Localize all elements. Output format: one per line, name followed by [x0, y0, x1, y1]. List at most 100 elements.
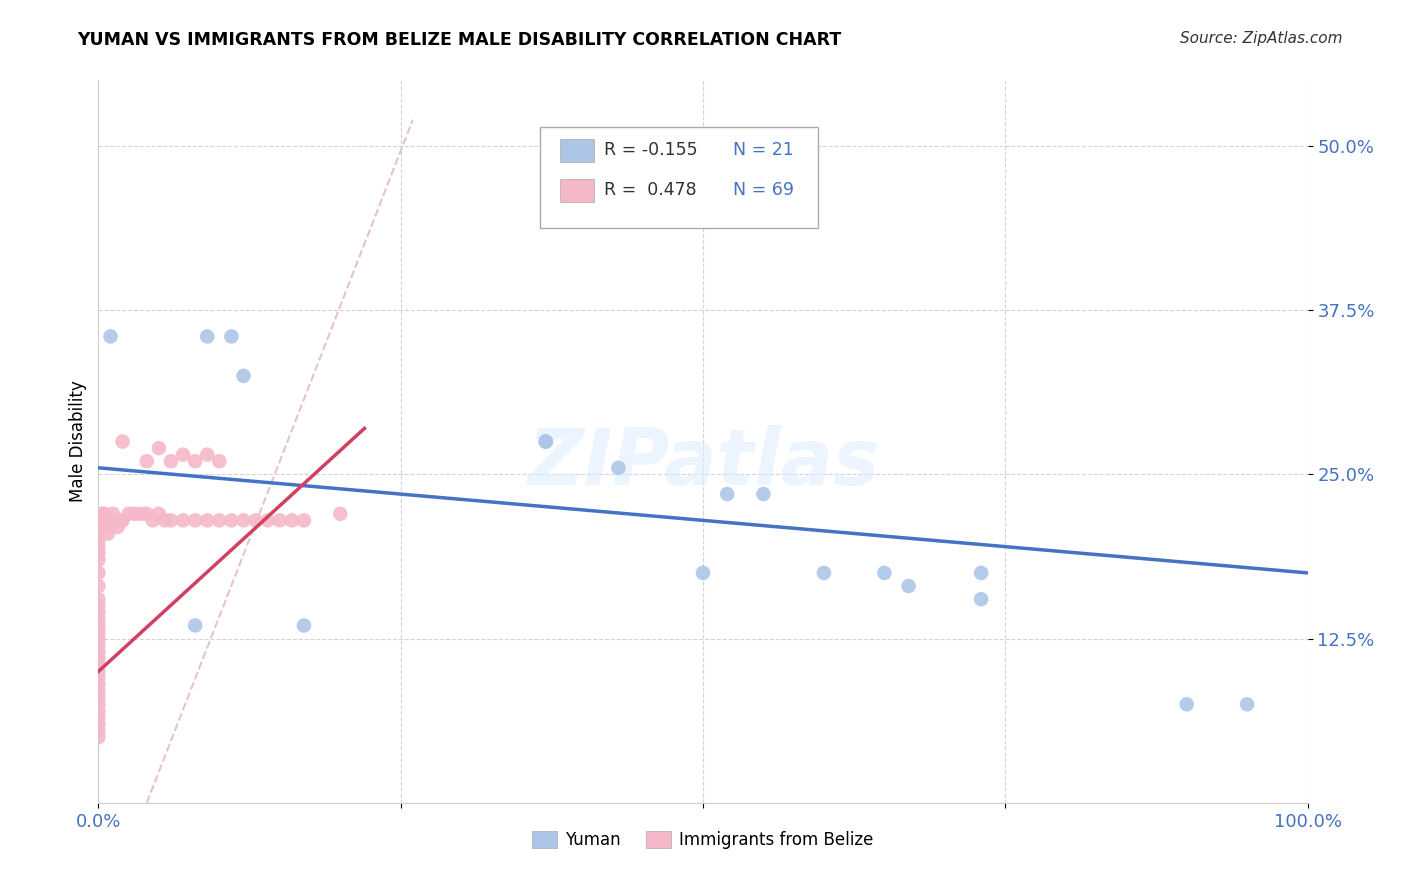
- Point: [269, 513, 291, 527]
- Point: [135, 454, 157, 468]
- Point: [87, 665, 110, 679]
- Point: [232, 513, 254, 527]
- Text: YUMAN VS IMMIGRANTS FROM BELIZE MALE DISABILITY CORRELATION CHART: YUMAN VS IMMIGRANTS FROM BELIZE MALE DIS…: [77, 31, 842, 49]
- Y-axis label: Male Disability: Male Disability: [69, 381, 87, 502]
- Point: [104, 513, 127, 527]
- Point: [129, 507, 152, 521]
- Point: [94, 513, 117, 527]
- Point: [87, 579, 110, 593]
- Point: [100, 513, 122, 527]
- Point: [93, 507, 115, 521]
- Point: [87, 671, 110, 685]
- Point: [153, 513, 176, 527]
- Point: [87, 526, 110, 541]
- Point: [195, 448, 218, 462]
- Point: [873, 566, 896, 580]
- Point: [160, 513, 183, 527]
- Point: [98, 520, 121, 534]
- Point: [208, 454, 231, 468]
- Point: [111, 513, 134, 527]
- Point: [1236, 698, 1258, 712]
- Point: [87, 553, 110, 567]
- Text: R =  0.478: R = 0.478: [603, 181, 696, 199]
- Point: [232, 368, 254, 383]
- Point: [87, 605, 110, 619]
- Point: [607, 460, 630, 475]
- Point: [107, 520, 129, 534]
- Point: [87, 657, 110, 672]
- Point: [292, 618, 315, 632]
- Point: [897, 579, 920, 593]
- Point: [195, 329, 218, 343]
- Text: N = 21: N = 21: [734, 141, 794, 160]
- Point: [142, 513, 165, 527]
- Point: [87, 730, 110, 744]
- Point: [87, 704, 110, 718]
- FancyBboxPatch shape: [561, 178, 595, 202]
- Point: [160, 454, 183, 468]
- Point: [87, 533, 110, 547]
- Point: [148, 507, 170, 521]
- Point: [329, 507, 352, 521]
- Text: Source: ZipAtlas.com: Source: ZipAtlas.com: [1180, 31, 1343, 46]
- Point: [221, 513, 243, 527]
- Point: [534, 434, 557, 449]
- Point: [87, 645, 110, 659]
- Point: [534, 434, 557, 449]
- Point: [813, 566, 835, 580]
- Point: [118, 507, 141, 521]
- Point: [87, 612, 110, 626]
- Point: [87, 710, 110, 724]
- Point: [87, 546, 110, 560]
- Point: [970, 566, 993, 580]
- Point: [970, 592, 993, 607]
- Point: [87, 540, 110, 554]
- Point: [87, 717, 110, 731]
- Text: ZIPatlas: ZIPatlas: [527, 425, 879, 501]
- Point: [184, 454, 207, 468]
- Point: [87, 618, 110, 632]
- Point: [96, 520, 118, 534]
- Point: [87, 690, 110, 705]
- FancyBboxPatch shape: [561, 139, 595, 162]
- Point: [184, 513, 207, 527]
- Point: [692, 198, 714, 212]
- Text: R = -0.155: R = -0.155: [603, 141, 697, 160]
- Point: [208, 513, 231, 527]
- Point: [716, 487, 738, 501]
- Point: [135, 507, 157, 521]
- Point: [87, 684, 110, 698]
- FancyBboxPatch shape: [540, 128, 818, 228]
- Point: [221, 329, 243, 343]
- Point: [245, 513, 267, 527]
- Point: [87, 723, 110, 738]
- Point: [692, 566, 714, 580]
- Point: [172, 448, 194, 462]
- Point: [148, 441, 170, 455]
- Point: [256, 513, 278, 527]
- Point: [87, 632, 110, 646]
- Point: [184, 618, 207, 632]
- Point: [111, 434, 134, 449]
- Point: [100, 329, 122, 343]
- Point: [281, 513, 304, 527]
- Point: [87, 520, 110, 534]
- Point: [752, 487, 775, 501]
- Point: [108, 513, 131, 527]
- Point: [172, 513, 194, 527]
- Point: [91, 507, 114, 521]
- Point: [534, 434, 557, 449]
- Point: [87, 698, 110, 712]
- Point: [87, 625, 110, 640]
- Point: [87, 566, 110, 580]
- Point: [101, 507, 124, 521]
- Point: [87, 592, 110, 607]
- Point: [195, 513, 218, 527]
- Point: [1175, 698, 1198, 712]
- Point: [87, 651, 110, 665]
- Point: [97, 526, 120, 541]
- Legend: Yuman, Immigrants from Belize: Yuman, Immigrants from Belize: [526, 824, 880, 856]
- Point: [292, 513, 315, 527]
- Point: [87, 677, 110, 691]
- Text: N = 69: N = 69: [734, 181, 794, 199]
